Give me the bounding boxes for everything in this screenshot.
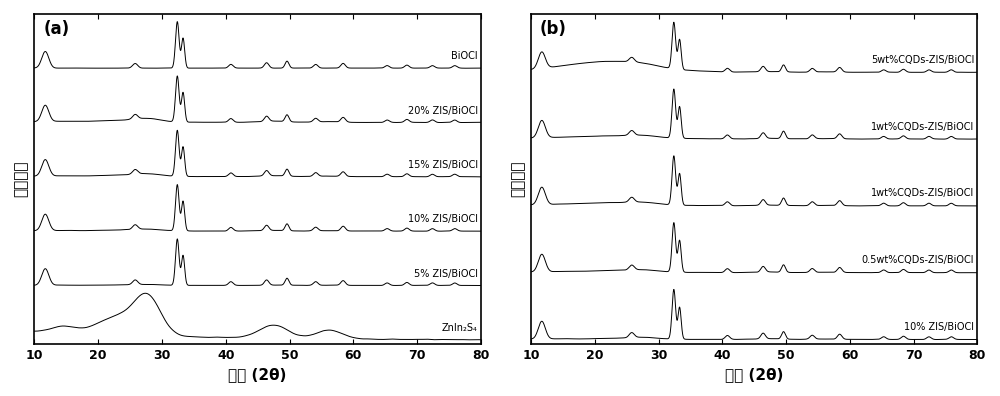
Text: 5wt%CQDs-ZIS/BiOCl: 5wt%CQDs-ZIS/BiOCl: [871, 55, 974, 65]
X-axis label: 角度 (2θ): 角度 (2θ): [725, 367, 783, 382]
Text: 5% ZIS/BiOCl: 5% ZIS/BiOCl: [414, 268, 478, 278]
X-axis label: 角度 (2θ): 角度 (2θ): [228, 367, 287, 382]
Text: 10% ZIS/BiOCl: 10% ZIS/BiOCl: [904, 322, 974, 332]
Text: 10% ZIS/BiOCl: 10% ZIS/BiOCl: [408, 214, 478, 224]
Text: 15% ZIS/BiOCl: 15% ZIS/BiOCl: [408, 160, 478, 170]
Text: 0.5wt%CQDs-ZIS/BiOCl: 0.5wt%CQDs-ZIS/BiOCl: [862, 255, 974, 265]
Text: 20% ZIS/BiOCl: 20% ZIS/BiOCl: [408, 106, 478, 116]
Y-axis label: 相对强度: 相对强度: [14, 160, 29, 197]
Text: 1wt%CQDs-ZIS/BiOCl: 1wt%CQDs-ZIS/BiOCl: [871, 188, 974, 198]
Text: (a): (a): [43, 21, 69, 38]
Text: BiOCl: BiOCl: [451, 51, 478, 61]
Y-axis label: 相对强度: 相对强度: [510, 160, 525, 197]
Text: (b): (b): [540, 21, 567, 38]
Text: 1wt%CQDs-ZIS/BiOCl: 1wt%CQDs-ZIS/BiOCl: [871, 122, 974, 131]
Text: ZnIn₂S₄: ZnIn₂S₄: [442, 323, 478, 333]
